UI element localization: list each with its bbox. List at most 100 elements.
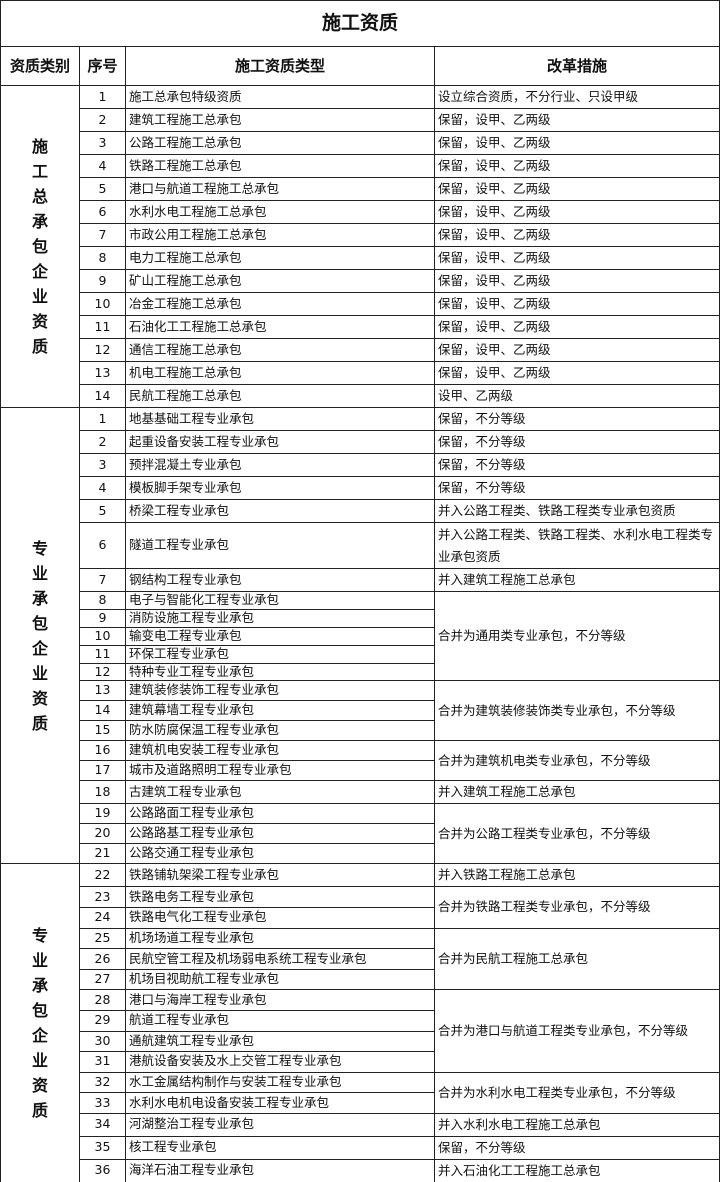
reform-measure: 合并为建筑机电类专业承包，不分等级 (433, 740, 720, 782)
row-number: 15 (79, 720, 126, 742)
reform-measure: 保留，设甲、乙两级 (433, 269, 720, 293)
table-row: 7 钢结构工程专业承包 并入建筑工程施工总承包 (1, 568, 720, 592)
row-number: 6 (79, 200, 126, 224)
reform-measure: 保留，不分等级 (433, 453, 720, 477)
row-number: 13 (79, 680, 126, 702)
table-row: 23 铁路电务工程专业承包 合并为铁路工程类专业承包，不分等级 (1, 886, 720, 929)
table-title: 施工资质 (0, 0, 720, 47)
table-row: 27 机场目视助航工程专业承包 (1, 968, 720, 991)
row-number: 23 (79, 886, 126, 908)
reform-measure: 保留，设甲、乙两级 (433, 338, 720, 362)
table-row: 35 核工程专业承包 保留，不分等级 (1, 1135, 720, 1160)
row-number: 7 (79, 568, 126, 592)
table-row: 14 建筑幕墙工程专业承包 (1, 700, 720, 722)
row-number: 6 (79, 522, 126, 569)
reform-measure: 保留，设甲、乙两级 (433, 200, 720, 224)
table-row: 2 起重设备安装工程专业承包 保留，不分等级 (1, 430, 720, 454)
row-number: 10 (79, 292, 126, 316)
reform-measure: 保留，设甲、乙两级 (433, 223, 720, 247)
reform-measure: 保留，设甲、乙两级 (433, 108, 720, 132)
table-row: 20 公路路基工程专业承包 (1, 823, 720, 845)
qualification-type: 民航空管工程及机场弱电系统工程专业承包 (125, 948, 435, 970)
row-number: 35 (79, 1135, 126, 1160)
qualification-type: 港口与海岸工程专业承包 (125, 989, 435, 1011)
row-number: 31 (79, 1051, 126, 1073)
table-row: 19 公路路面工程专业承包 合并为公路工程类专业承包，不分等级 (1, 803, 720, 865)
row-number: 14 (79, 700, 126, 722)
row-number: 22 (79, 863, 126, 888)
row-number: 3 (79, 131, 126, 155)
table-row: 4 模板脚手架专业承包 保留，不分等级 (1, 476, 720, 500)
row-number: 25 (79, 927, 126, 950)
reform-measure: 并入建筑工程施工总承包 (433, 568, 720, 592)
qualification-type: 古建筑工程专业承包 (125, 780, 435, 805)
row-number: 1 (79, 407, 126, 431)
table-row: 5 港口与航道工程施工总承包 保留，设甲、乙两级 (1, 177, 720, 201)
table-row: 31 港航设备安装及水上交管工程专业承包 (1, 1051, 720, 1073)
reform-measure: 保留，设甲、乙两级 (433, 361, 720, 385)
qualification-type: 市政公用工程施工总承包 (125, 223, 435, 247)
reform-measure: 合并为水利水电工程类专业承包，不分等级 (433, 1071, 720, 1114)
reform-measure: 合并为建筑装修装饰类专业承包，不分等级 (433, 680, 720, 742)
qualification-type: 铁路电气化工程专业承包 (125, 906, 435, 929)
qualification-type: 通信工程施工总承包 (125, 338, 435, 362)
row-number: 5 (79, 499, 126, 523)
table-row: 29 航道工程专业承包 (1, 1009, 720, 1032)
table-row: 5 桥梁工程专业承包 并入公路工程类、铁路工程类专业承包资质 (1, 499, 720, 523)
category-cell: 专业承包企业资质 (0, 406, 80, 865)
table-row: 25 机场场道工程专业承包 合并为民航工程施工总承包 (1, 927, 720, 991)
table-row: 6 水利水电工程施工总承包 保留，设甲、乙两级 (1, 200, 720, 224)
table-row: 15 防水防腐保温工程专业承包 (1, 720, 720, 742)
qualification-type: 施工总承包特级资质 (125, 85, 435, 109)
row-number: 11 (79, 315, 126, 339)
qualification-type: 电子与智能化工程专业承包 (125, 591, 435, 610)
qualification-type: 建筑幕墙工程专业承包 (125, 700, 435, 722)
table-row: 13 机电工程施工总承包 保留，设甲、乙两级 (1, 361, 720, 385)
qualification-type: 钢结构工程专业承包 (125, 568, 435, 592)
reform-measure: 保留，设甲、乙两级 (433, 131, 720, 155)
row-number: 19 (79, 803, 126, 825)
header-number: 序号 (79, 46, 126, 86)
qualification-type: 公路路基工程专业承包 (125, 823, 435, 845)
row-number: 11 (79, 644, 126, 664)
row-number: 8 (79, 591, 126, 610)
table-row: 33 水利水电机电设备安装工程专业承包 (1, 1092, 720, 1114)
category-cell: 施工总承包企业资质 (0, 85, 80, 408)
row-number: 29 (79, 1009, 126, 1032)
row-number: 5 (79, 177, 126, 201)
qualification-type: 建筑工程施工总承包 (125, 108, 435, 132)
row-number: 13 (79, 361, 126, 385)
reform-measure: 保留，不分等级 (433, 430, 720, 454)
qualification-type: 起重设备安装工程专业承包 (125, 430, 435, 454)
qualification-type: 隧道工程专业承包 (125, 522, 435, 569)
reform-measure: 保留，设甲、乙两级 (433, 315, 720, 339)
reform-measure: 保留，不分等级 (433, 476, 720, 500)
table-row: 28 港口与海岸工程专业承包 合并为港口与航道工程类专业承包，不分等级 (1, 989, 720, 1073)
row-number: 32 (79, 1071, 126, 1094)
row-number: 36 (79, 1158, 126, 1182)
qualification-type: 机场场道工程专业承包 (125, 927, 435, 950)
qualification-type: 石油化工工程施工总承包 (125, 315, 435, 339)
reform-measure: 保留，设甲、乙两级 (433, 246, 720, 270)
category-label: 专业承包企业资质 (31, 538, 48, 733)
qualification-type: 地基基础工程专业承包 (125, 407, 435, 431)
qualification-type: 输变电工程专业承包 (125, 626, 435, 646)
row-number: 12 (79, 662, 126, 682)
table-row: 30 通航建筑工程专业承包 (1, 1030, 720, 1053)
table-row: 32 水工金属结构制作与安装工程专业承包 合并为水利水电工程类专业承包，不分等级 (1, 1071, 720, 1114)
qualification-type: 模板脚手架专业承包 (125, 476, 435, 500)
row-number: 27 (79, 968, 126, 991)
row-number: 20 (79, 823, 126, 845)
table-row: 9 矿山工程施工总承包 保留，设甲、乙两级 (1, 269, 720, 293)
table-row: 6 隧道工程专业承包 并入公路工程类、铁路工程类、水利水电工程类专业承包资质 (1, 522, 720, 569)
qualification-type: 水利水电机电设备安装工程专业承包 (125, 1092, 435, 1114)
header-type: 施工资质类型 (125, 46, 435, 86)
table-row: 18 古建筑工程专业承包 并入建筑工程施工总承包 (1, 780, 720, 805)
qualification-type: 电力工程施工总承包 (125, 246, 435, 270)
row-number: 10 (79, 626, 126, 646)
qualification-type: 建筑机电安装工程专业承包 (125, 740, 435, 762)
row-number: 12 (79, 338, 126, 362)
reform-measure: 合并为通用类专业承包，不分等级 (433, 590, 720, 682)
